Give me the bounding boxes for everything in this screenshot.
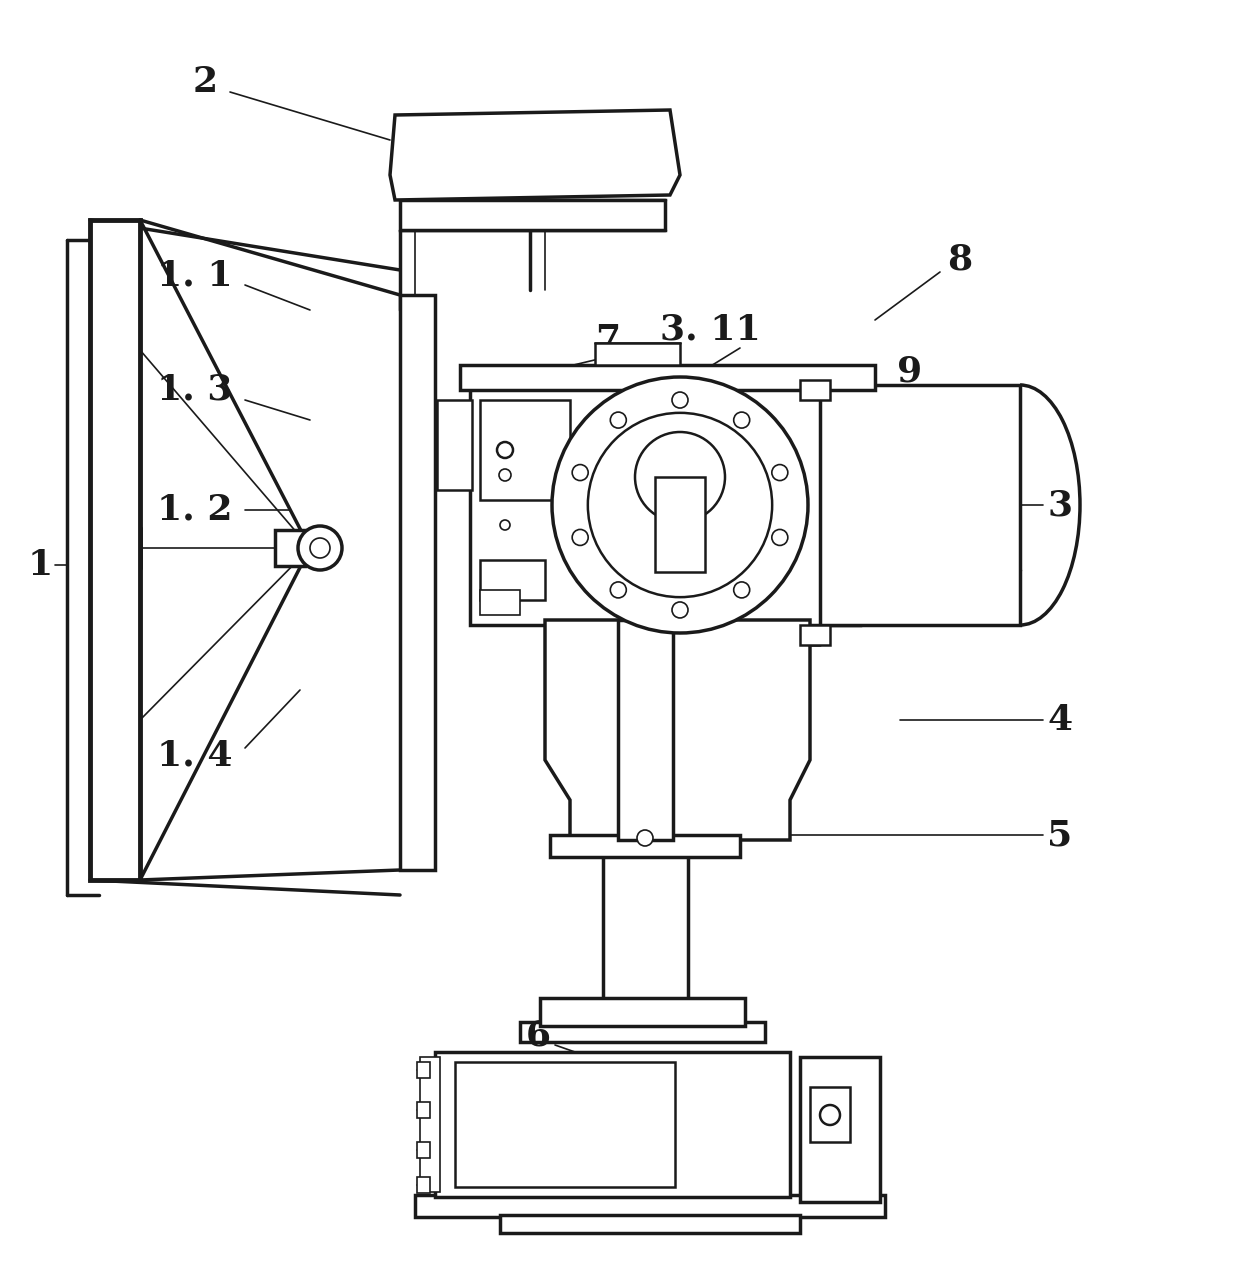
Bar: [480, 590, 520, 615]
Polygon shape: [546, 620, 810, 840]
Circle shape: [588, 412, 773, 598]
Polygon shape: [417, 1177, 430, 1193]
Text: 3: 3: [1048, 488, 1073, 522]
Circle shape: [610, 581, 626, 598]
Bar: [275, 530, 305, 566]
Circle shape: [734, 412, 750, 427]
Bar: [480, 560, 546, 600]
Circle shape: [672, 601, 688, 618]
Text: 1. 2: 1. 2: [157, 493, 233, 527]
Bar: [415, 1195, 885, 1217]
Polygon shape: [91, 219, 140, 880]
Circle shape: [552, 377, 808, 633]
Bar: [810, 1087, 849, 1142]
Polygon shape: [417, 1102, 430, 1119]
Text: 4: 4: [1048, 702, 1073, 736]
Text: 1. 3: 1. 3: [157, 373, 233, 407]
Polygon shape: [391, 110, 680, 200]
Bar: [539, 997, 745, 1026]
Bar: [800, 1057, 880, 1202]
Circle shape: [610, 412, 626, 427]
Bar: [455, 1062, 675, 1187]
Circle shape: [500, 520, 510, 530]
Bar: [800, 380, 830, 400]
Polygon shape: [417, 1062, 430, 1078]
Text: 2: 2: [192, 66, 217, 100]
Text: 7: 7: [595, 323, 620, 357]
Circle shape: [572, 530, 588, 546]
Circle shape: [298, 526, 342, 570]
Bar: [603, 840, 688, 1000]
Circle shape: [637, 830, 653, 846]
Circle shape: [820, 1105, 839, 1125]
Bar: [520, 1021, 765, 1042]
Bar: [800, 625, 830, 644]
Text: 1. 1: 1. 1: [157, 259, 233, 293]
Circle shape: [635, 433, 725, 522]
Text: 8: 8: [947, 243, 972, 277]
Bar: [595, 343, 680, 364]
Circle shape: [497, 443, 513, 458]
Bar: [820, 385, 1021, 625]
Bar: [401, 295, 435, 870]
Bar: [401, 200, 665, 230]
Polygon shape: [417, 1142, 430, 1158]
Bar: [460, 364, 875, 390]
Bar: [551, 835, 740, 857]
Bar: [470, 385, 861, 625]
Circle shape: [771, 464, 787, 480]
Bar: [480, 400, 570, 501]
Bar: [435, 1052, 790, 1197]
Circle shape: [771, 530, 787, 546]
Text: 1. 4: 1. 4: [157, 738, 233, 772]
Text: 5: 5: [1048, 818, 1073, 852]
Bar: [655, 477, 706, 572]
Circle shape: [310, 538, 330, 559]
Text: 3. 11: 3. 11: [660, 313, 760, 347]
Bar: [420, 1057, 440, 1192]
Bar: [618, 620, 673, 840]
Text: 9: 9: [898, 356, 923, 388]
Text: 6: 6: [526, 1018, 551, 1052]
Circle shape: [734, 581, 750, 598]
Circle shape: [672, 392, 688, 409]
Bar: [436, 400, 472, 491]
Circle shape: [498, 469, 511, 480]
Text: 1: 1: [27, 549, 52, 583]
Bar: [500, 1216, 800, 1233]
Circle shape: [572, 464, 588, 480]
